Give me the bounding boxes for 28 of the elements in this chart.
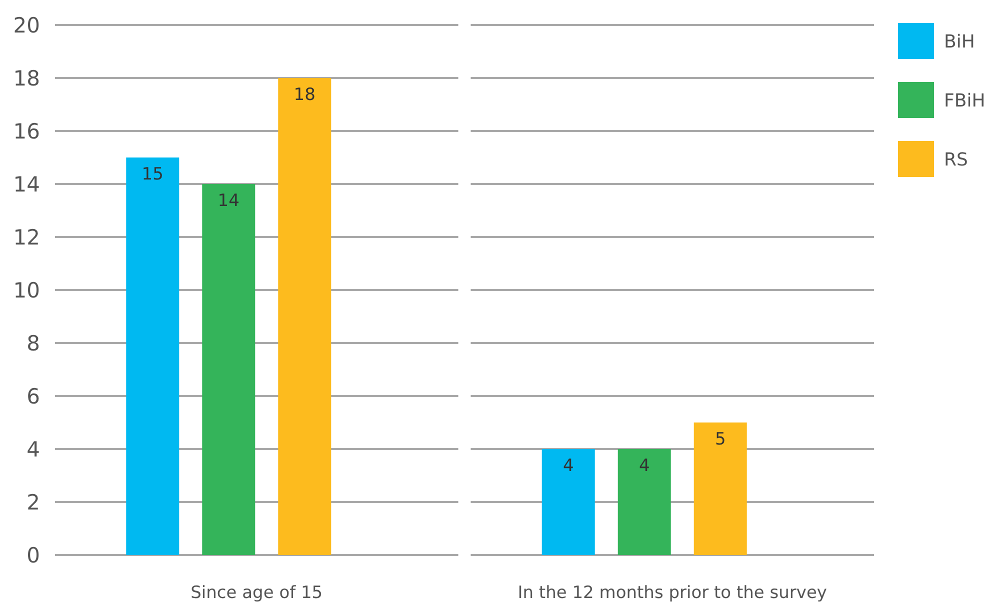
y-tick-label: 18: [13, 66, 40, 90]
data-label: 15: [142, 164, 164, 184]
legend-label: RS: [944, 149, 968, 170]
y-tick-label: 2: [26, 490, 40, 514]
y-tick-label: 0: [26, 543, 40, 568]
y-tick-label: 12: [13, 225, 40, 250]
x-tick-label: In the 12 months prior to the survey: [518, 583, 827, 603]
bar: [202, 184, 256, 555]
y-tick-label: 20: [13, 13, 40, 38]
data-label: 5: [714, 430, 726, 450]
data-label: 18: [294, 85, 316, 105]
bar: [694, 422, 747, 555]
bar: [126, 158, 180, 555]
legend-label: FBiH: [944, 90, 986, 112]
data-label: 14: [218, 191, 240, 211]
y-tick-label: 10: [13, 278, 40, 302]
legend-label: BiH: [944, 31, 975, 52]
data-label: 4: [638, 456, 650, 476]
bar: [278, 78, 332, 555]
y-tick-label: 6: [26, 384, 40, 408]
bar: [618, 449, 671, 555]
x-tick-label: Since age of 15: [190, 583, 323, 603]
y-tick-label: 16: [13, 119, 40, 144]
y-tick-label: 14: [13, 172, 40, 196]
data-label: 4: [562, 456, 574, 476]
bar: [542, 449, 595, 555]
y-tick-label: 4: [26, 437, 40, 462]
y-tick-label: 8: [26, 331, 40, 356]
